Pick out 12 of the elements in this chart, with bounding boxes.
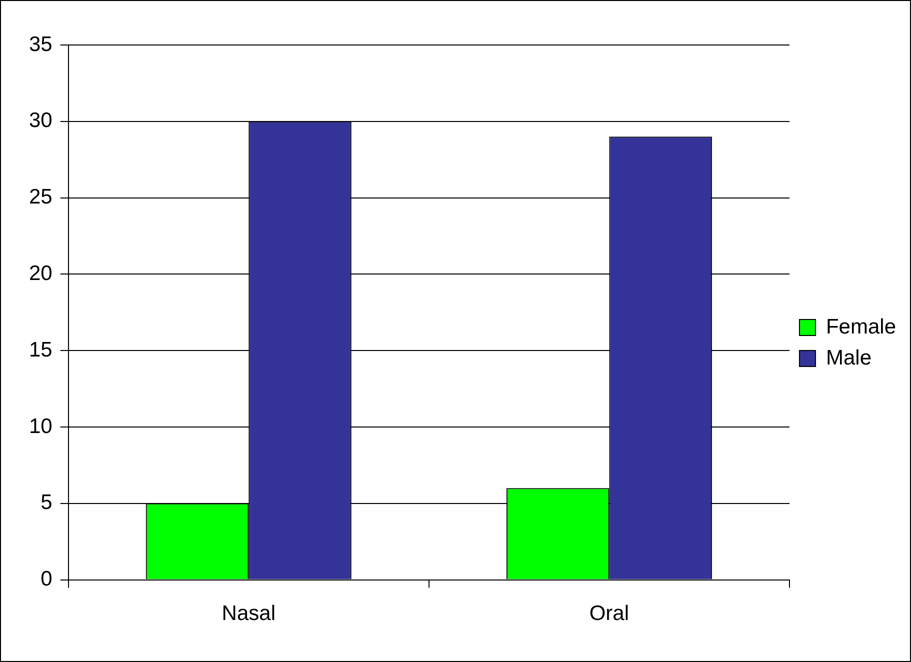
x-tick-label: Nasal [222, 602, 276, 626]
y-tick-label: 30 [29, 109, 52, 132]
legend-label: Female [826, 315, 896, 338]
y-tick-label: 5 [40, 491, 52, 514]
y-tick-label: 10 [29, 414, 52, 438]
x-tick-label: Oral [589, 602, 630, 626]
y-tick-label: 20 [29, 262, 52, 285]
y-tick-label: 15 [29, 338, 52, 362]
legend-label: Male [826, 346, 872, 370]
y-tick-label: 35 [29, 32, 52, 56]
y-tick-label: 0 [40, 568, 52, 591]
y-tick-label: 25 [29, 186, 52, 209]
